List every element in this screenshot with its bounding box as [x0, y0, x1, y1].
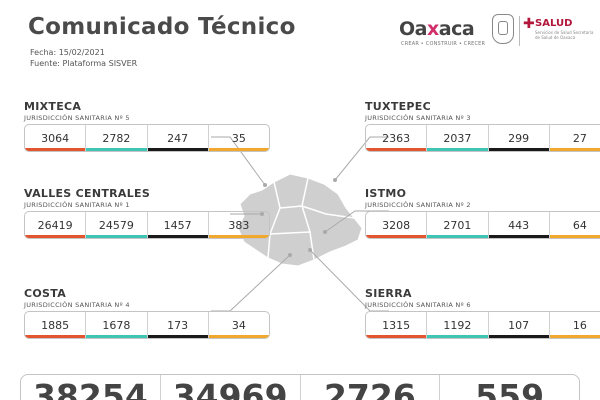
region-jurisdiction: JURISDICCIÓN SANITARIA Nº 1: [24, 201, 130, 209]
region-name: ISTMO: [365, 187, 407, 200]
total-cell: 34969: [161, 375, 301, 400]
value-cell: 107: [488, 312, 550, 338]
value-cell: 2037: [427, 125, 489, 151]
value-cell: 383: [208, 212, 269, 238]
date-label: Fecha: 15/02/2021: [30, 48, 105, 57]
state-seal-icon: [492, 14, 514, 44]
logo-divider: [519, 16, 520, 46]
value-cell: 3208: [366, 212, 428, 238]
value-cell: 26419: [25, 212, 87, 238]
region-jurisdiction: JURISDICCIÓN SANITARIA Nº 6: [365, 301, 471, 309]
value-cell: 247: [147, 125, 209, 151]
value-cell: 1885: [25, 312, 87, 338]
region-name: MIXTECA: [24, 100, 82, 113]
salud-cross-icon: ✚: [523, 16, 535, 32]
region-name: SIERRA: [365, 287, 412, 300]
value-cell: 64: [549, 212, 600, 238]
region-name: VALLES CENTRALES: [24, 187, 151, 200]
salud-subtitle: Servicios de Salud Secretaría de Salud d…: [535, 30, 594, 40]
value-cell: 1315: [366, 312, 428, 338]
totals-bar: 38254 34969 2726 559: [20, 374, 580, 400]
value-cell: 2782: [86, 125, 148, 151]
oaxaca-logo: Oaxaca CREAR • CONSTRUIR • CRECER: [399, 18, 486, 47]
region-name: TUXTEPEC: [365, 100, 431, 113]
value-cell: 1678: [86, 312, 148, 338]
region-jurisdiction: JURISDICCIÓN SANITARIA Nº 3: [365, 114, 471, 122]
value-cell: 24579: [86, 212, 148, 238]
value-cell: 2701: [427, 212, 489, 238]
region-jurisdiction: JURISDICCIÓN SANITARIA Nº 4: [24, 301, 130, 309]
value-cell: 16: [549, 312, 600, 338]
source-label: Fuente: Plataforma SISVER: [30, 59, 138, 68]
value-cell: 35: [208, 125, 269, 151]
value-cell: 173: [147, 312, 209, 338]
region-valles-centrales: VALLES CENTRALES JURISDICCIÓN SANITARIA …: [24, 187, 270, 249]
region-costa: COSTA JURISDICCIÓN SANITARIA Nº 4 1885 1…: [24, 287, 270, 349]
value-cell: 1192: [427, 312, 489, 338]
value-cell: 34: [208, 312, 269, 338]
total-cell: 38254: [21, 375, 161, 400]
value-cell: 1457: [147, 212, 209, 238]
region-name: COSTA: [24, 287, 67, 300]
region-jurisdiction: JURISDICCIÓN SANITARIA Nº 2: [365, 201, 471, 209]
salud-logo: SALUD: [535, 18, 573, 29]
region-istmo: ISTMO JURISDICCIÓN SANITARIA Nº 2 3208 2…: [365, 187, 600, 249]
region-tuxtepec: TUXTEPEC JURISDICCIÓN SANITARIA Nº 3 236…: [365, 100, 600, 162]
value-cell: 299: [488, 125, 550, 151]
value-cell: 2363: [366, 125, 428, 151]
value-cell: 443: [488, 212, 550, 238]
page-title: Comunicado Técnico: [28, 14, 296, 40]
value-cell: 27: [549, 125, 600, 151]
total-cell: 559: [475, 377, 545, 400]
total-cell: 2726: [301, 375, 441, 400]
region-mixteca: MIXTECA JURISDICCIÓN SANITARIA Nº 5 3064…: [24, 100, 270, 162]
region-sierra: SIERRA JURISDICCIÓN SANITARIA Nº 6 1315 …: [365, 287, 600, 349]
value-cell: 3064: [25, 125, 87, 151]
oaxaca-tagline: CREAR • CONSTRUIR • CRECER: [401, 41, 486, 47]
region-jurisdiction: JURISDICCIÓN SANITARIA Nº 5: [24, 114, 130, 122]
